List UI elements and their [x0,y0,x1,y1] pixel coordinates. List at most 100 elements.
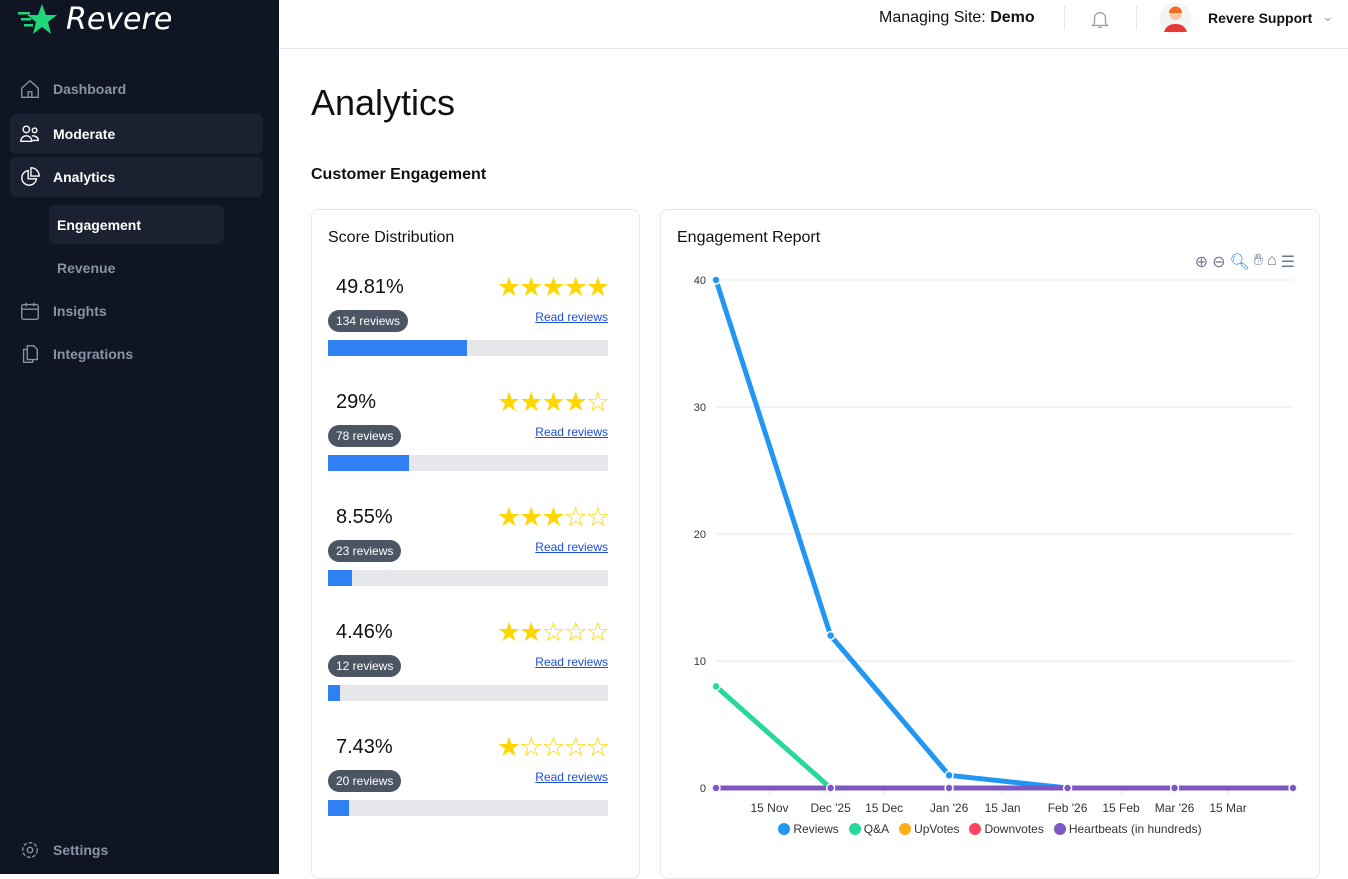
legend-label: Q&A [863,822,890,836]
sidebar-item-label: Settings [53,842,109,858]
read-reviews-link[interactable]: Read reviews [535,425,608,439]
x-tick-label: 15 Mar [1209,801,1246,815]
zoom-in-icon[interactable]: ⊕ [1194,254,1209,271]
score-percent: 8.55% [336,506,393,528]
page-title: Analytics [311,82,456,123]
home-icon[interactable]: ⌂ [1266,252,1277,269]
review-count-badge: 23 reviews [328,540,402,562]
selection-zoom-icon[interactable]: 🔍︎ [1229,254,1250,271]
sidebar-item-label: Moderate [53,126,116,142]
sidebar-item-settings[interactable]: Settings [10,830,263,870]
score-percent: 49.81% [336,276,404,298]
legend-item[interactable]: Q&A [848,822,890,836]
legend-label: Downvotes [984,822,1044,836]
data-point [1062,783,1073,793]
legend-item[interactable]: Heartbeats (in hundreds) [1053,822,1202,836]
review-count-badge: 78 reviews [328,425,402,447]
site-label: Managing Site: [879,9,986,26]
chevron-down-icon[interactable]: ⌄ [1322,8,1334,24]
data-point [825,783,836,793]
legend-item[interactable]: Downvotes [969,822,1044,836]
sidebar-item-integrations[interactable]: Integrations [10,334,263,374]
data-point [944,783,954,793]
data-point [711,783,721,793]
data-point [711,681,721,692]
star-filled-icon: ★ [496,272,521,302]
zoom-out-icon[interactable]: ⊖ [1212,254,1226,271]
star-filled-icon: ★ [541,502,565,532]
pan-icon[interactable]: ✋︎ [1253,252,1263,269]
read-reviews-link[interactable]: Read reviews [535,310,608,324]
star-rating: ★☆☆☆☆ [497,732,610,763]
site-value: Demo [990,9,1035,26]
score-percent: 29% [336,391,377,413]
star-empty-icon: ☆ [585,617,610,647]
legend-item[interactable]: Reviews [778,822,839,836]
chart-legend: Reviews Q&A UpVotes Downvotes Heartbeats (in… [661,822,1319,836]
sidebar-item-label: Revenue [57,259,116,276]
divider [1064,6,1065,30]
star-filled-icon: ★ [496,617,521,647]
read-reviews-link[interactable]: Read reviews [535,540,608,554]
score-row: 49.81% ★★★★★ 134 reviews Read reviews [328,272,610,366]
sidebar-item-label: Dashboard [53,81,127,97]
star-empty-icon: ☆ [563,732,588,762]
data-point [1288,783,1298,793]
home-icon [21,79,39,98]
card-title: Score Distribution [328,229,455,246]
divider [1136,6,1137,30]
legend-marker [899,823,912,835]
score-bar [328,570,608,586]
read-reviews-link[interactable]: Read reviews [535,770,608,784]
x-tick-label: 15 Nov [750,801,788,815]
y-tick-label: 0 [700,783,706,795]
star-empty-icon: ☆ [541,732,565,762]
score-row: 8.55% ★★★☆☆ 23 reviews Read reviews [328,502,610,596]
sidebar-item-label: Integrations [53,346,134,362]
x-tick-label: 15 Jan [985,801,1021,815]
avatar[interactable] [1159,2,1192,35]
legend-marker [848,823,861,835]
star-empty-icon: ☆ [541,617,565,647]
star-filled-icon: ★ [541,272,565,302]
star-filled-icon: ★ [541,387,565,417]
x-tick-label: Jan '26 [930,801,969,815]
copy-icon [22,345,39,363]
sidebar-item-engagement[interactable]: Engagement [49,205,224,244]
star-empty-icon: ☆ [563,502,588,532]
review-count-badge: 12 reviews [328,655,402,677]
bell-icon[interactable] [1089,8,1111,30]
star-rating: ★★★☆☆ [496,502,610,533]
sidebar-item-insights[interactable]: Insights [10,291,263,331]
score-row: 29% ★★★★☆ 78 reviews Read reviews [328,387,610,481]
y-tick-label: 40 [694,275,706,287]
menu-icon[interactable]: ☰ [1280,254,1295,271]
sidebar: Revere Dashboard Moderate Analytics Enga… [0,0,279,874]
read-reviews-link[interactable]: Read reviews [535,655,608,669]
score-bar [328,340,608,356]
user-name[interactable]: Revere Support [1208,10,1313,26]
legend-marker [969,823,982,835]
sidebar-item-analytics[interactable]: Analytics [10,157,263,197]
sidebar-item-revenue[interactable]: Revenue [49,248,224,287]
sidebar-item-dashboard[interactable]: Dashboard [10,69,263,109]
logo[interactable]: Revere [18,2,172,37]
star-filled-icon: ★ [519,617,543,647]
star-filled-icon: ★ [519,272,543,302]
x-tick-label: 15 Feb [1102,801,1140,815]
legend-label: Reviews [793,822,839,836]
legend-label: UpVotes [914,822,960,836]
star-empty-icon: ☆ [585,387,610,417]
score-row: 4.46% ★★☆☆☆ 12 reviews Read reviews [328,617,610,711]
sidebar-item-moderate[interactable]: Moderate [10,114,263,154]
review-count-badge: 134 reviews [328,310,409,332]
legend-item[interactable]: UpVotes [899,822,959,836]
star-filled-icon: ★ [496,502,521,532]
users-icon [20,125,39,143]
managing-site[interactable]: Managing Site: Demo [879,9,1035,27]
star-empty-icon: ☆ [563,617,588,647]
star-rating: ★★☆☆☆ [496,617,610,648]
sidebar-item-label: Engagement [57,216,142,233]
topbar: Managing Site: Demo Revere Support ⌄ [279,0,1348,49]
star-filled-icon: ★ [519,502,543,532]
